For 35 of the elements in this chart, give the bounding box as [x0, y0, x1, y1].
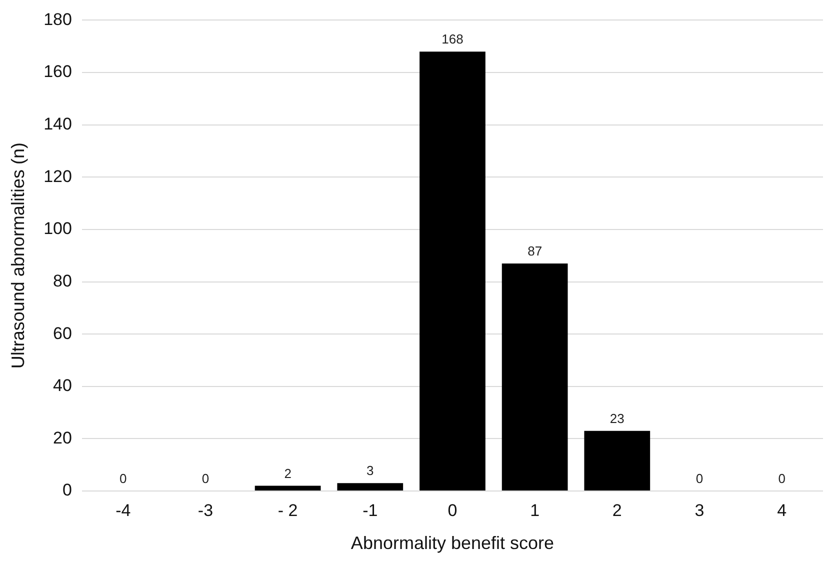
data-label: 2	[284, 466, 292, 481]
x-tick-label: -3	[198, 500, 214, 520]
x-tick-label: 1	[530, 500, 540, 520]
y-tick-label: 0	[62, 480, 72, 500]
x-axis-title: Abnormality benefit score	[350, 533, 554, 554]
y-tick-label: 40	[53, 376, 72, 396]
y-tick-label: 60	[53, 324, 72, 343]
bar	[420, 52, 486, 490]
bar	[502, 263, 568, 490]
x-tick-label: -4	[116, 500, 131, 520]
data-label: 23	[610, 410, 624, 426]
y-axis-title: Ultrasound abnormalities (n)	[8, 142, 28, 369]
bar	[254, 486, 321, 490]
y-tick-label: 20	[53, 428, 72, 448]
data-label: 0	[120, 471, 127, 486]
data-label: 0	[202, 471, 210, 486]
y-tick-label: 80	[53, 271, 72, 290]
y-tick-label: 160	[44, 62, 72, 82]
bar	[584, 430, 650, 490]
data-label: 3	[366, 463, 374, 478]
x-tick-label: - 2	[278, 500, 298, 520]
data-label: 0	[778, 471, 786, 486]
y-tick-label: 120	[44, 166, 72, 186]
y-tick-label: 100	[44, 219, 72, 238]
bar	[337, 483, 404, 490]
data-label: 168	[442, 32, 464, 47]
x-tick-label: -1	[362, 500, 378, 520]
data-label: 0	[696, 471, 704, 486]
x-tick-label: 3	[694, 500, 704, 520]
y-tick-label: 140	[44, 114, 72, 134]
data-label: 87	[528, 244, 542, 259]
x-tick-label: 2	[612, 500, 622, 520]
x-tick-label: 4	[777, 500, 787, 520]
x-tick-label: 0	[448, 500, 458, 520]
y-tick-label: 180	[44, 10, 72, 29]
